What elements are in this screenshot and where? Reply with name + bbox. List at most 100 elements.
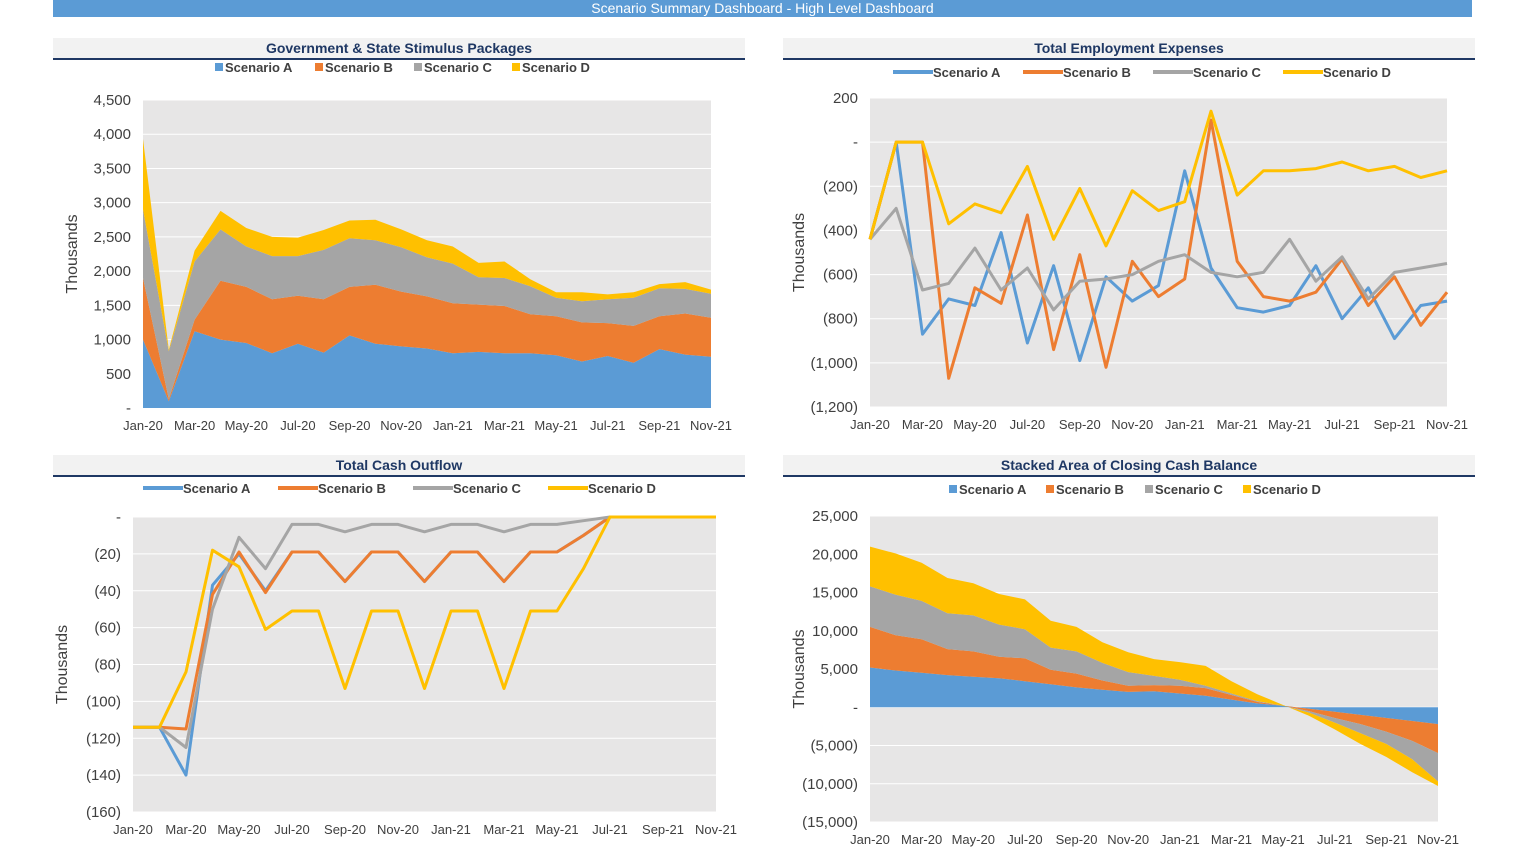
line-series-scenario-c <box>868 206 1448 312</box>
legend-label: Scenario B <box>1056 482 1124 497</box>
x-tick-label: May-21 <box>534 418 577 433</box>
x-tick-label: May-20 <box>952 832 995 847</box>
x-tick-label: May-21 <box>535 822 578 837</box>
y-tick-label: (20) <box>94 546 121 563</box>
legend-label: Scenario A <box>933 65 1001 80</box>
x-tick-label: Sep-20 <box>1056 832 1098 847</box>
line-series-scenario-a <box>868 140 1448 363</box>
x-tick-label: Jan-20 <box>113 822 153 837</box>
legend-label: Scenario C <box>1193 65 1262 80</box>
legend-marker <box>414 63 422 71</box>
stimulus-chart: - 500 1,000 1,500 2,000 2,500 3,000 3,500 4,000 4… <box>64 60 732 433</box>
y-axis-title: Thousands <box>791 213 808 292</box>
x-tick-label: May-21 <box>1268 417 1311 432</box>
panel-employment: Total Employment Expenses 200 - (200) (400)… <box>783 38 1475 438</box>
area-series-scenario-d <box>143 139 711 352</box>
x-tick-label: Jan-20 <box>123 418 163 433</box>
y-tick-label: (40) <box>94 583 121 600</box>
x-tick-label: Mar-20 <box>902 417 943 432</box>
y-tick-label: (60) <box>94 620 121 637</box>
y-tick-label: (160) <box>86 804 121 821</box>
y-tick-label: - <box>126 400 131 417</box>
legend-label: Scenario A <box>225 60 293 75</box>
x-tick-label: Jul-20 <box>1010 417 1045 432</box>
x-tick-label: Sep-20 <box>329 418 371 433</box>
y-tick-label: 2,500 <box>93 229 131 246</box>
x-tick-label: Jul-20 <box>274 822 309 837</box>
y-tick-label: (800) <box>823 311 858 328</box>
chart-title: Government & State Stimulus Packages <box>53 38 745 60</box>
legend-marker <box>512 63 520 71</box>
x-tick-label: Nov-20 <box>1111 417 1153 432</box>
x-tick-label: Nov-21 <box>695 822 737 837</box>
legend-label: Scenario D <box>1323 65 1391 80</box>
x-tick-label: Jan-21 <box>1165 417 1205 432</box>
legend-marker <box>1046 485 1054 493</box>
area-series-scenario-a <box>870 667 1438 725</box>
legend-label: Scenario D <box>1253 482 1321 497</box>
x-tick-label: Jul-21 <box>590 418 625 433</box>
x-tick-label: Nov-20 <box>380 418 422 433</box>
chart-title: Total Cash Outflow <box>53 455 745 477</box>
legend-label: Scenario D <box>588 481 656 496</box>
x-tick-label: Mar-21 <box>483 822 524 837</box>
x-tick-label: Nov-20 <box>377 822 419 837</box>
area-series-scenario-b <box>870 626 1438 754</box>
y-tick-label: 20,000 <box>812 546 858 563</box>
x-tick-label: Sep-21 <box>642 822 684 837</box>
x-tick-label: Mar-20 <box>174 418 215 433</box>
cashoutflow-chart: -(20)(40)(60)(80)(100)(120)(140)(160)Jan… <box>54 481 737 837</box>
y-tick-label: - <box>853 699 858 716</box>
legend-label: Scenario A <box>959 482 1027 497</box>
x-tick-label: Mar-21 <box>484 418 525 433</box>
x-tick-label: Mar-20 <box>901 832 942 847</box>
chart-title: Stacked Area of Closing Cash Balance <box>783 455 1475 477</box>
x-tick-label: May-20 <box>225 418 268 433</box>
y-tick-label: (15,000) <box>802 814 858 831</box>
y-tick-label: 1,000 <box>93 332 131 349</box>
y-tick-label: 10,000 <box>812 623 858 640</box>
y-tick-label: (100) <box>86 693 121 710</box>
area-series-scenario-c <box>870 586 1438 782</box>
y-tick-label: (10,000) <box>802 776 858 793</box>
x-tick-label: May-20 <box>953 417 996 432</box>
y-axis-title: Thousands <box>64 214 81 293</box>
x-tick-label: Sep-20 <box>324 822 366 837</box>
legend-marker <box>215 63 223 71</box>
panel-closingcash: Stacked Area of Closing Cash Balance 25,… <box>783 455 1475 855</box>
x-tick-label: Nov-21 <box>1426 417 1468 432</box>
x-tick-label: Jul-20 <box>280 418 315 433</box>
x-tick-label: Sep-20 <box>1059 417 1101 432</box>
legend-label: Scenario C <box>424 60 493 75</box>
y-tick-label: 15,000 <box>812 585 858 602</box>
y-tick-label: 3,500 <box>93 160 131 177</box>
legend-label: Scenario B <box>1063 65 1131 80</box>
x-tick-label: Mar-21 <box>1211 832 1252 847</box>
x-tick-label: Nov-20 <box>1107 832 1149 847</box>
x-tick-label: Jan-20 <box>850 417 890 432</box>
legend-label: Scenario D <box>522 60 590 75</box>
y-tick-label: 5,000 <box>820 661 858 678</box>
x-tick-label: Jan-21 <box>433 418 473 433</box>
y-tick-label: - <box>853 134 858 151</box>
legend-marker <box>949 485 957 493</box>
legend-marker <box>315 63 323 71</box>
y-tick-label: 200 <box>833 90 858 107</box>
x-tick-label: Sep-21 <box>1374 417 1416 432</box>
x-tick-label: Jan-21 <box>1160 832 1200 847</box>
x-tick-label: May-20 <box>217 822 260 837</box>
line-series-scenario-d <box>868 109 1448 248</box>
legend-label: Scenario C <box>1155 482 1224 497</box>
y-tick-label: (1,200) <box>810 399 858 416</box>
plot-area <box>870 98 1447 407</box>
y-axis-title: Thousands <box>54 625 71 704</box>
y-tick-label: (140) <box>86 767 121 784</box>
line-series-scenario-d <box>133 515 716 729</box>
chart-title: Total Employment Expenses <box>783 38 1475 60</box>
y-tick-label: 2,000 <box>93 263 131 280</box>
dashboard-title: Scenario Summary Dashboard - High Level … <box>53 0 1472 17</box>
employment-chart: 200-(200)(400)(600)(800)(1,000)(1,200)Ja… <box>791 65 1468 432</box>
area-series-scenario-d <box>870 546 1438 786</box>
legend-label: Scenario B <box>325 60 393 75</box>
y-axis-title: Thousands <box>791 629 808 708</box>
